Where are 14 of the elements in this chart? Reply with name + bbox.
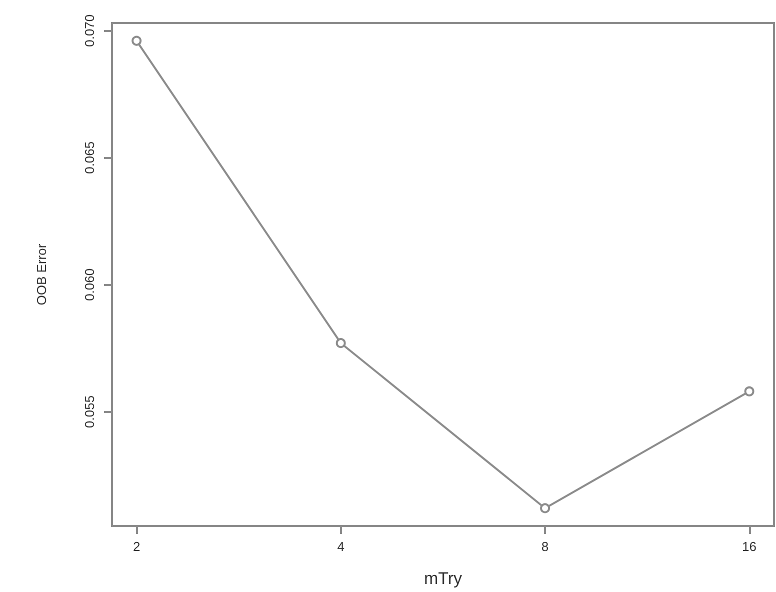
y-tick-label: 0.055: [82, 395, 97, 428]
point: [540, 503, 550, 514]
y-tick-label: 0.070: [82, 14, 97, 47]
x-tick-label: 2: [132, 539, 140, 554]
x-axis-title: mTry: [424, 569, 463, 588]
point: [336, 338, 346, 348]
y-tick-label: 0.060: [82, 268, 97, 301]
point: [132, 36, 142, 46]
x-tick-label: 16: [742, 539, 757, 554]
point: [744, 386, 754, 396]
y-axis-title: OOB Error: [34, 243, 49, 306]
x-tick-label: 8: [541, 539, 549, 554]
x-tick-label: 4: [337, 539, 344, 554]
y-tick-label: 0.065: [82, 141, 97, 174]
